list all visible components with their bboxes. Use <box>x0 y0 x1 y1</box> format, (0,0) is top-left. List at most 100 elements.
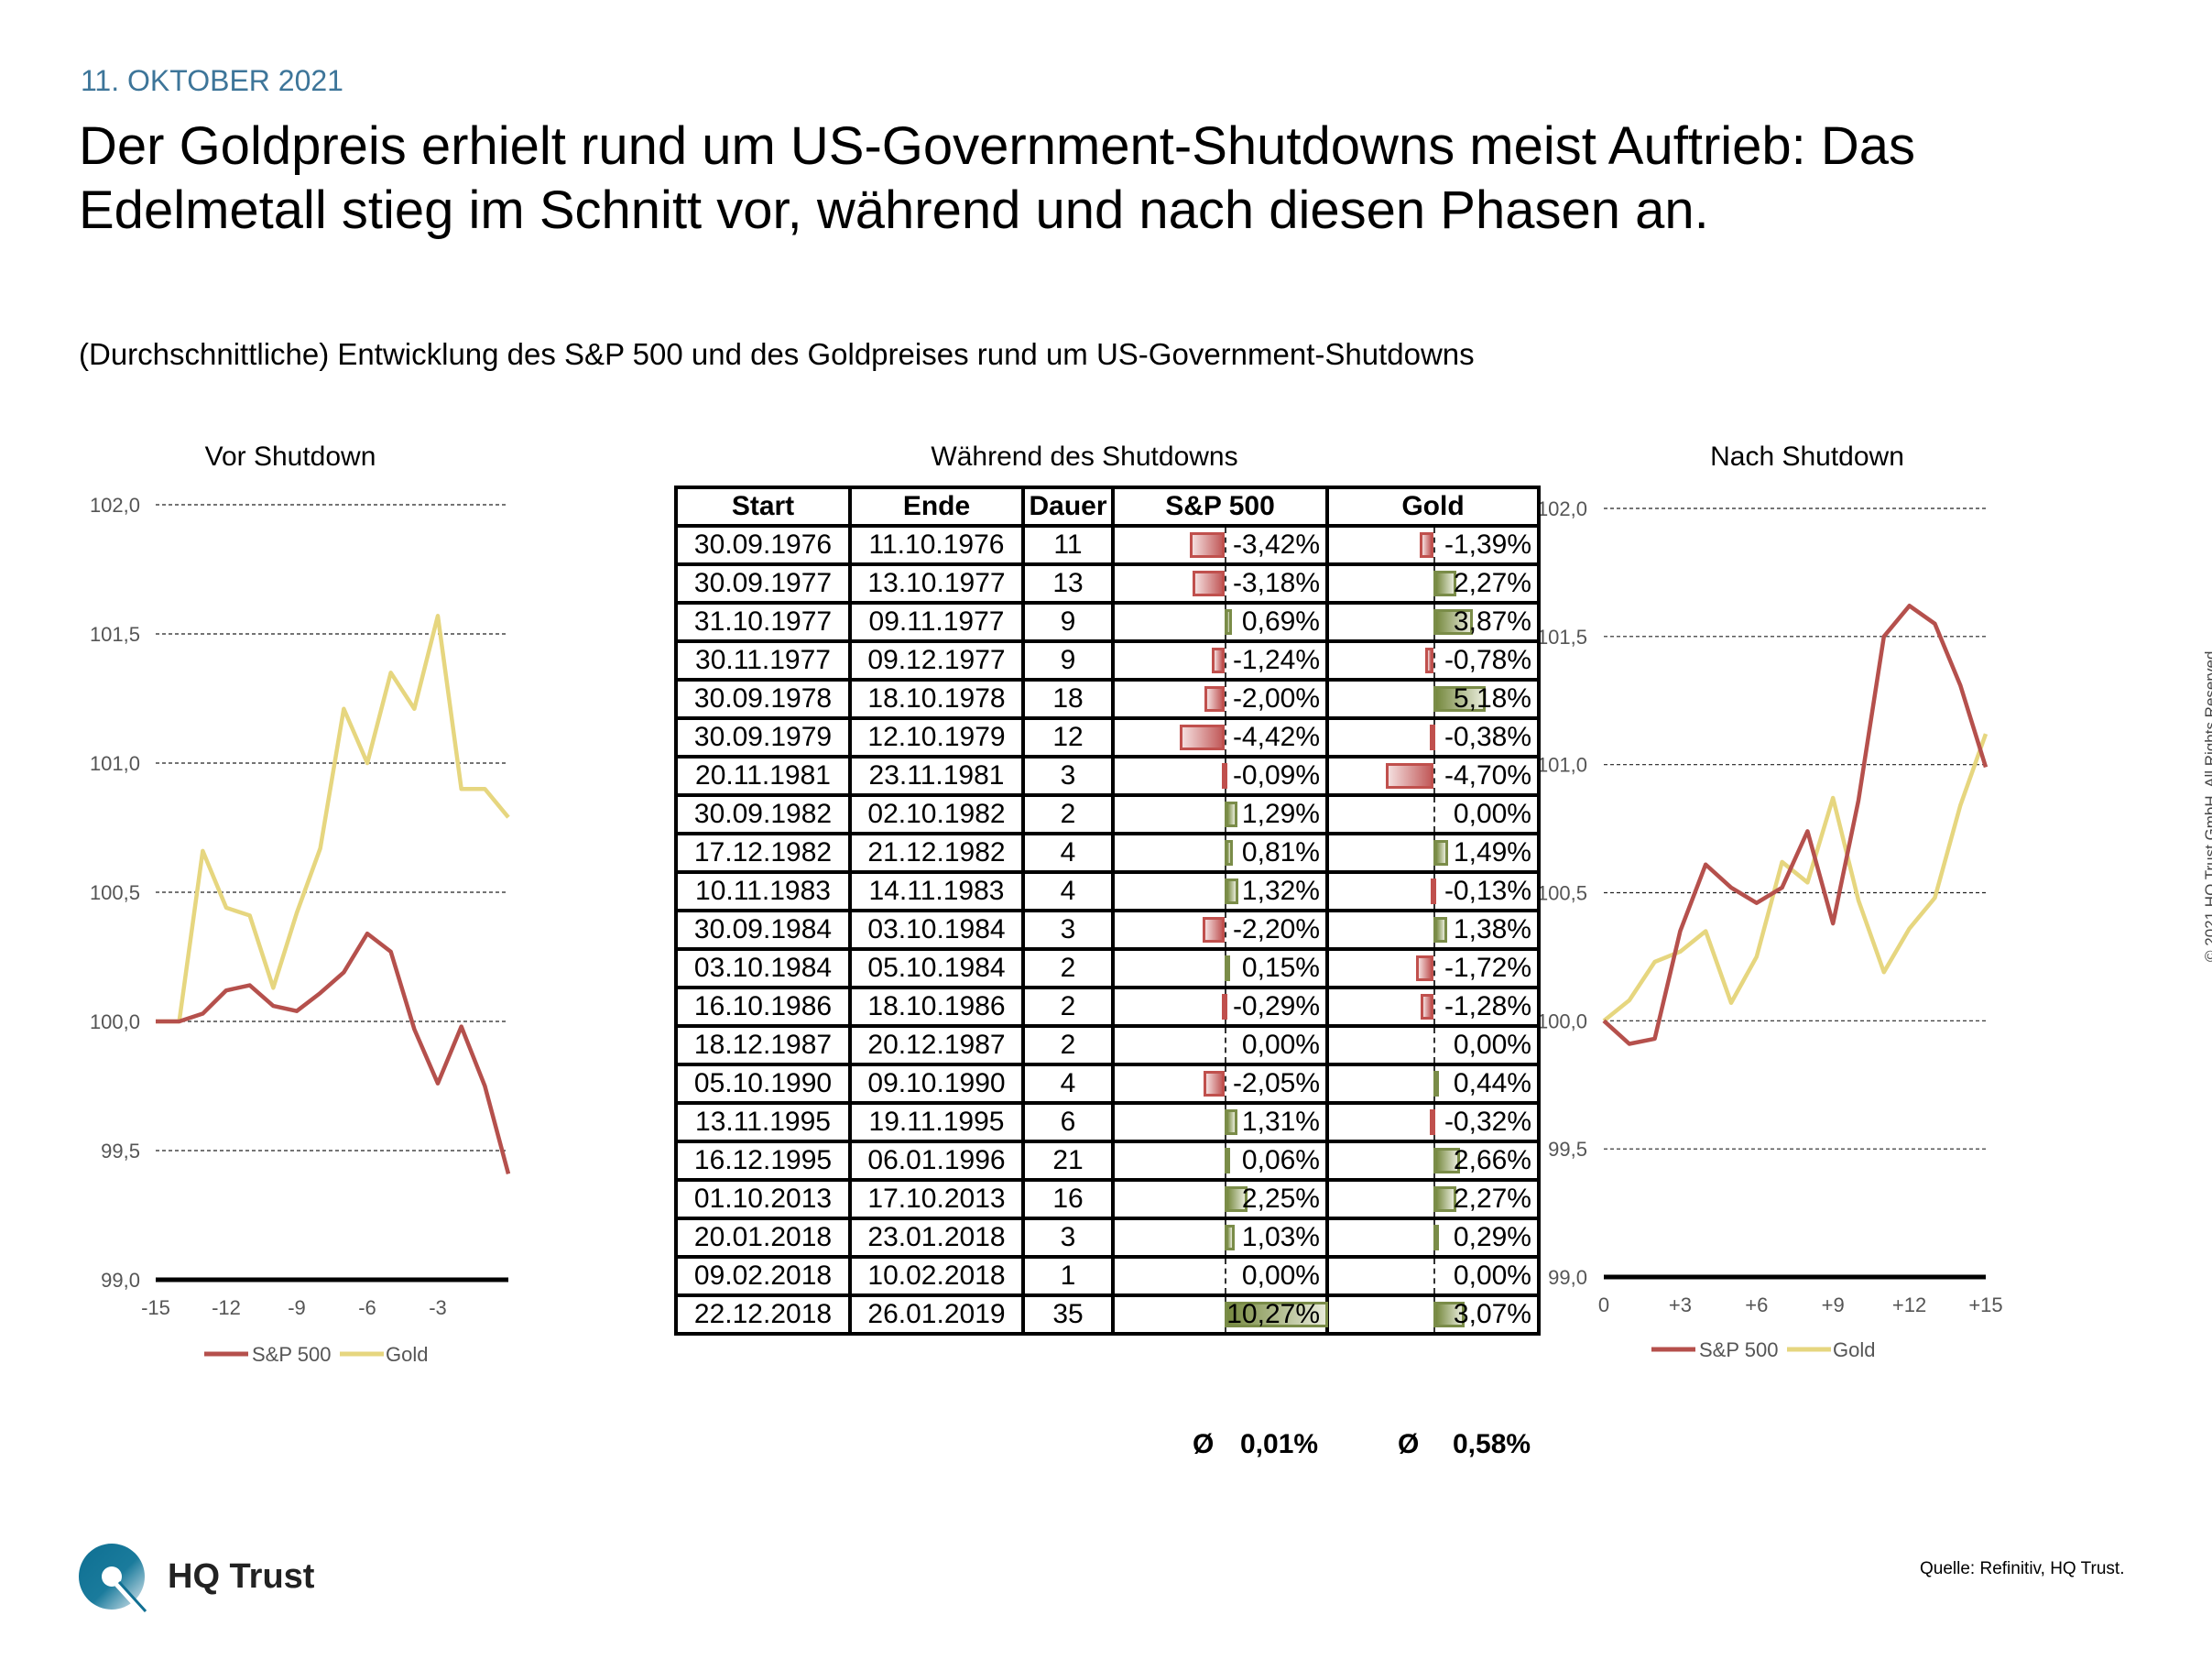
duration-cell: 6 <box>1021 1101 1115 1143</box>
end-cell: 05.10.1984 <box>848 947 1025 989</box>
x-tick-label: -3 <box>429 1296 447 1319</box>
sp500-cell: -3,42% <box>1111 524 1329 566</box>
gold-value: 2,27% <box>1453 568 1531 598</box>
title-line-2: Edelmetall stieg im Schnitt vor, während… <box>79 180 1709 240</box>
table-header-row: Start Ende Dauer S&P 500 Gold <box>674 486 1541 528</box>
end-cell: 17.10.2013 <box>848 1178 1025 1220</box>
gold-value: 2,27% <box>1453 1184 1531 1214</box>
sp500-zero-axis <box>1225 1028 1226 1063</box>
duration-cell: 3 <box>1021 1217 1115 1259</box>
end-cell: 19.11.1995 <box>848 1101 1025 1143</box>
avg-value-gold: 0,58% <box>1453 1429 1531 1459</box>
sp500-data-bar <box>1225 802 1238 827</box>
sp500-data-bar <box>1202 917 1225 943</box>
start-cell: 20.01.2018 <box>674 1217 852 1259</box>
start-cell: 18.12.1987 <box>674 1024 852 1066</box>
gold-cell: -1,72% <box>1325 947 1541 989</box>
during-panel-title: Während des Shutdowns <box>931 442 1238 472</box>
end-cell: 18.10.1986 <box>848 986 1025 1028</box>
duration-cell: 2 <box>1021 986 1115 1028</box>
gold-cell: 0,00% <box>1325 793 1541 835</box>
sp500-zero-axis <box>1225 682 1226 716</box>
sp500-cell: 1,32% <box>1111 870 1329 912</box>
duration-cell: 4 <box>1021 870 1115 912</box>
before-panel-title: Vor Shutdown <box>204 442 376 472</box>
duration-cell: 35 <box>1021 1293 1115 1336</box>
gold-value: -4,70% <box>1444 760 1531 791</box>
end-cell: 09.11.1977 <box>848 601 1025 643</box>
end-cell: 03.10.1984 <box>848 909 1025 951</box>
gold-zero-axis <box>1433 528 1435 562</box>
y-tick-label: 101,5 <box>90 623 140 646</box>
y-tick-label: 99,5 <box>1548 1138 1587 1161</box>
sp500-value: 1,03% <box>1241 1222 1320 1252</box>
shutdown-table: Start Ende Dauer S&P 500 Gold 30.09.1976… <box>674 486 1541 1459</box>
end-cell: 23.11.1981 <box>848 755 1025 797</box>
start-cell: 30.09.1984 <box>674 909 852 951</box>
gold-line <box>156 614 510 1024</box>
gold-data-bar <box>1429 725 1435 750</box>
sp500-value: -3,42% <box>1232 529 1320 560</box>
table-row: 31.10.1977 09.11.1977 9 0,69% 3,87% <box>674 601 1541 643</box>
start-cell: 16.12.1995 <box>674 1140 852 1182</box>
y-tick-label: 102,0 <box>1537 497 1587 520</box>
start-cell: 03.10.1984 <box>674 947 852 989</box>
sp500-value: 0,69% <box>1241 606 1320 637</box>
end-cell: 21.12.1982 <box>848 832 1025 874</box>
sp500-cell: -4,42% <box>1111 716 1329 759</box>
sp500-data-bar <box>1225 955 1230 981</box>
sp500-data-bar <box>1180 725 1225 750</box>
table-row: 17.12.1982 21.12.1982 4 0,81% 1,49% <box>674 832 1541 874</box>
sp500-value: -0,09% <box>1232 760 1320 791</box>
sp500-value: 0,06% <box>1241 1145 1320 1175</box>
start-cell: 30.09.1982 <box>674 793 852 835</box>
start-cell: 30.09.1978 <box>674 678 852 720</box>
gold-cell: 2,27% <box>1325 1178 1541 1220</box>
duration-cell: 13 <box>1021 562 1115 605</box>
x-tick-label: -6 <box>358 1296 376 1319</box>
sp500-value: -2,05% <box>1232 1068 1320 1098</box>
sp500-line <box>156 931 511 1174</box>
col-header-gold: Gold <box>1325 486 1541 528</box>
gold-zero-axis <box>1433 951 1435 986</box>
shutdown-table-grid: Start Ende Dauer S&P 500 Gold 30.09.1976… <box>674 486 1541 1336</box>
gold-value: -0,32% <box>1444 1107 1531 1137</box>
start-cell: 30.09.1979 <box>674 716 852 759</box>
sp500-cell: 2,25% <box>1111 1178 1329 1220</box>
gold-cell: -1,28% <box>1325 986 1541 1028</box>
sp500-value: 10,27% <box>1226 1299 1320 1329</box>
duration-cell: 1 <box>1021 1255 1115 1297</box>
gold-cell: 5,18% <box>1325 678 1541 720</box>
sp500-value: 1,29% <box>1241 799 1320 829</box>
sp500-data-bar <box>1225 1148 1230 1173</box>
sp500-value: 1,31% <box>1241 1107 1320 1137</box>
duration-cell: 12 <box>1021 716 1115 759</box>
gold-data-bar <box>1425 648 1433 673</box>
gold-value: 1,49% <box>1453 837 1531 868</box>
before-shutdown-chart: 99,0 99,5 100,0 100,5 101,0 101,5 102,0 -15 -12 -… <box>90 494 511 1366</box>
gold-data-bar <box>1433 609 1473 635</box>
end-cell: 11.10.1976 <box>848 524 1025 566</box>
start-cell: 30.09.1977 <box>674 562 852 605</box>
start-cell: 16.10.1986 <box>674 986 852 1028</box>
end-cell: 09.12.1977 <box>848 639 1025 682</box>
col-header-sp500: S&P 500 <box>1111 486 1329 528</box>
sp500-data-bar <box>1225 609 1232 635</box>
table-row: 20.11.1981 23.11.1981 3 -0,09% -4,70% <box>674 755 1541 797</box>
sp500-data-bar <box>1225 840 1233 866</box>
table-row: 30.11.1977 09.12.1977 9 -1,24% -0,78% <box>674 639 1541 682</box>
gold-data-bar <box>1419 532 1433 558</box>
gold-value: -0,38% <box>1444 722 1531 752</box>
sp500-cell: -1,24% <box>1111 639 1329 682</box>
gold-value: 0,00% <box>1453 1261 1531 1291</box>
gold-value: 0,00% <box>1453 799 1531 829</box>
gold-value: 0,29% <box>1453 1222 1531 1252</box>
gold-value: 5,18% <box>1453 683 1531 714</box>
y-tick-label: 102,0 <box>90 494 140 517</box>
sp500-value: 0,15% <box>1241 953 1320 983</box>
x-tick-label: +6 <box>1745 1293 1768 1316</box>
start-cell: 01.10.2013 <box>674 1178 852 1220</box>
gold-cell: 0,44% <box>1325 1063 1541 1105</box>
hq-trust-logo-icon <box>79 1544 147 1617</box>
sp500-value: 0,81% <box>1241 837 1320 868</box>
